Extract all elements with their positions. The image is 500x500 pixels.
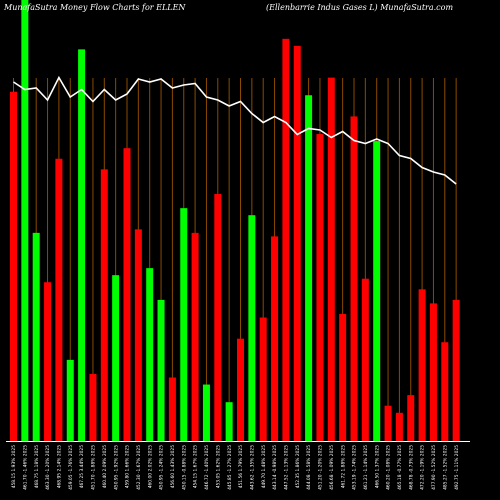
x-tick-label: 461.70 -1.46% 2025 [22, 445, 28, 490]
x-tick-label: 468.75 1.18% 2025 [34, 445, 40, 488]
bar-34 [384, 405, 392, 441]
x-tick-label: 444.08 -1.58% 2025 [306, 445, 312, 490]
x-tick-label: 463.30 -1.20% 2025 [45, 445, 51, 490]
bar-15 [168, 377, 176, 441]
x-tick-label: 454.15 1.67% 2025 [193, 445, 199, 488]
x-tick-label: 451.70 -1.88% 2025 [91, 445, 97, 490]
bar-11 [123, 148, 131, 441]
x-tick-label: 458.15 1.93% 2025 [11, 445, 17, 488]
bar-5 [55, 158, 63, 441]
bar-4 [44, 282, 52, 441]
bar-18 [202, 384, 210, 441]
bar-19 [214, 194, 222, 441]
bar-14 [157, 299, 165, 441]
bar-12 [134, 229, 142, 441]
x-tick-label: 447.52 -1.13% 2025 [284, 445, 290, 490]
bar-36 [407, 395, 415, 441]
bar-20 [225, 402, 233, 441]
bar-40 [452, 299, 460, 441]
bar-10 [112, 275, 120, 441]
bar-32 [361, 278, 369, 441]
bar-28 [316, 134, 324, 441]
x-tick-label: 477.90 -1.52% 2025 [431, 445, 437, 490]
x-tick-labels: 458.15 1.93% 2025 461.70 -1.46% 2025 468.7… [11, 445, 460, 490]
x-tick-label: 466.50 1.37% 2025 [374, 445, 380, 488]
x-tick-label: 450.95 -1.92% 2025 [113, 445, 119, 490]
bar-24 [271, 236, 279, 441]
bars-group [10, 0, 460, 442]
bar-27 [305, 95, 313, 441]
bar-39 [441, 342, 449, 441]
bar-2 [21, 0, 29, 441]
bar-16 [180, 208, 188, 441]
x-tick-label: 451.20 -1.20% 2025 [318, 445, 324, 490]
x-tick-label: 460.20 -1.08% 2025 [386, 445, 392, 490]
x-tick-label: 445.85 -1.27% 2025 [227, 445, 233, 490]
x-tick-label: 449.70 1.48% 2025 [261, 445, 267, 488]
bar-8 [89, 373, 97, 441]
x-tick-label: 461.21 -1.14% 2025 [363, 445, 369, 490]
x-tick-label: 492.75 -1.11% 2025 [454, 445, 460, 490]
bar-1 [10, 91, 17, 441]
bar-38 [429, 303, 437, 441]
x-tick-label: 452.35 1.86% 2025 [295, 445, 301, 488]
bar-37 [418, 289, 426, 441]
bar-6 [66, 359, 74, 441]
bar-25 [282, 38, 290, 442]
x-tick-label: 468.95 2.14% 2025 [57, 445, 63, 488]
bar-33 [373, 141, 381, 441]
x-tick-label: 468.78 -0.73% 2025 [408, 445, 414, 490]
bar-26 [293, 45, 301, 442]
bar-3 [32, 232, 40, 441]
bar-7 [78, 49, 86, 441]
x-tick-label: 485.27 -1.52% 2025 [442, 445, 448, 490]
x-tick-label: 443.14 -0.98% 2025 [272, 445, 278, 490]
x-tick-label: 450.95 -1.24% 2025 [159, 445, 165, 490]
x-tick-label: 465.18 -0.77% 2025 [397, 445, 403, 490]
x-tick-label: 459.80 1.66% 2025 [125, 445, 131, 488]
bar-30 [339, 313, 347, 441]
x-tick-label: 472.20 -1.19% 2025 [420, 445, 426, 490]
bar-23 [259, 317, 267, 441]
x-tick-label: 461.72 1.88% 2025 [340, 445, 346, 488]
x-tick-label: 467.25 3.44% 2025 [79, 445, 85, 488]
x-tick-label: 460.40 2.09% 2025 [102, 445, 108, 488]
x-tick-label: 453.05 1.62% 2025 [215, 445, 221, 488]
x-tick-label: 443.62 -1.35% 2025 [249, 445, 255, 490]
bar-31 [350, 116, 358, 442]
bar-9 [100, 169, 108, 441]
x-tick-label: 456.60 1.43% 2025 [170, 445, 176, 488]
bar-17 [191, 232, 199, 441]
price-line [13, 75, 457, 185]
x-tick-label: 452.30 -1.67% 2025 [136, 445, 142, 490]
x-tick-label: 450.15 -0.88% 2025 [181, 445, 187, 490]
x-tick-label: 459.05 -1.76% 2025 [68, 445, 74, 490]
bar-35 [395, 412, 403, 441]
x-tick-label: 453.19 -1.74% 2025 [352, 445, 358, 490]
bar-29 [327, 77, 335, 442]
bar-13 [146, 268, 154, 441]
chart-subtitle: (Ellenbarrie Indus Gases L) MunafaSutra.… [266, 3, 453, 12]
x-tick-label: 451.56 1.79% 2025 [238, 445, 244, 488]
bar-21 [237, 338, 244, 441]
x-tick-label: 456.68 -1.09% 2025 [329, 445, 335, 490]
x-tick-label: 460.00 2.02% 2025 [147, 445, 153, 488]
chart-title: MunafaSutra Money Flow Charts for ELLEN [3, 3, 186, 12]
x-tick-label: 446.72 -1.40% 2025 [204, 445, 210, 490]
bar-22 [248, 215, 256, 441]
